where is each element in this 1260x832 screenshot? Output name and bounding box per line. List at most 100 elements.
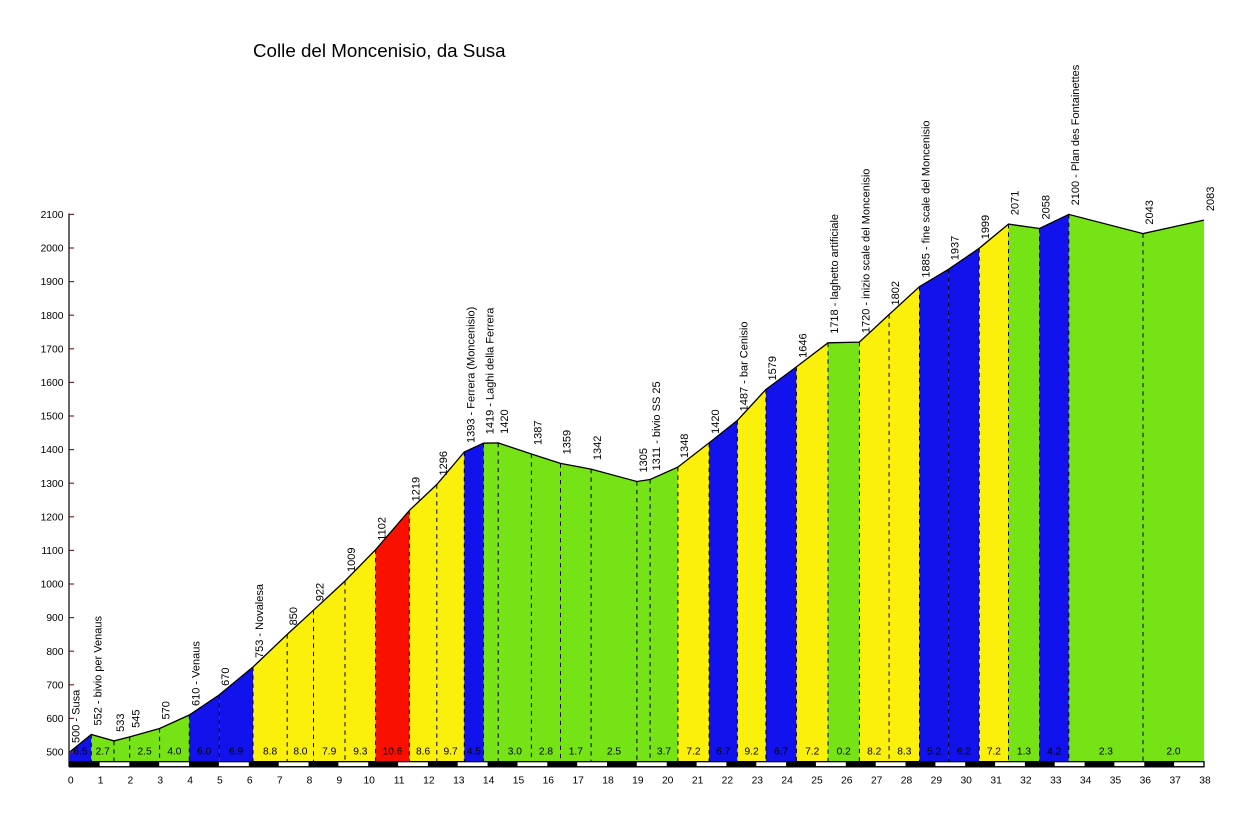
svg-text:1200: 1200 (41, 512, 64, 523)
svg-text:1.7: 1.7 (569, 747, 583, 758)
svg-text:37: 37 (1169, 776, 1181, 787)
svg-text:6.7: 6.7 (774, 747, 788, 758)
svg-text:1102: 1102 (377, 517, 389, 541)
svg-text:1420: 1420 (710, 409, 722, 433)
svg-text:1100: 1100 (41, 546, 63, 557)
svg-text:1420: 1420 (499, 409, 511, 433)
svg-text:1600: 1600 (41, 378, 64, 389)
svg-text:545: 545 (131, 710, 143, 728)
svg-text:11: 11 (394, 776, 405, 787)
svg-text:1009: 1009 (346, 548, 358, 572)
svg-text:3.7: 3.7 (657, 747, 671, 758)
svg-text:33: 33 (1050, 776, 1062, 787)
svg-text:600: 600 (46, 714, 63, 725)
svg-text:1219: 1219 (410, 477, 422, 501)
svg-text:18: 18 (602, 776, 614, 787)
svg-text:1999: 1999 (980, 215, 992, 239)
svg-text:1000: 1000 (41, 580, 64, 591)
svg-text:1393 - Ferrera (Moncenisio): 1393 - Ferrera (Moncenisio) (465, 307, 477, 443)
svg-text:2100: 2100 (41, 210, 64, 221)
svg-text:16: 16 (543, 776, 555, 787)
svg-text:570: 570 (161, 701, 173, 719)
svg-text:1311 - bivio SS 25: 1311 - bivio SS 25 (651, 381, 663, 470)
svg-text:2.5: 2.5 (607, 747, 621, 758)
svg-text:2000: 2000 (41, 244, 64, 255)
svg-text:2043: 2043 (1144, 200, 1156, 224)
svg-text:8.0: 8.0 (293, 747, 307, 758)
svg-text:1.3: 1.3 (1017, 747, 1031, 758)
svg-text:0.2: 0.2 (837, 747, 851, 758)
svg-text:22: 22 (722, 776, 734, 787)
svg-text:17: 17 (572, 776, 584, 787)
svg-text:1: 1 (98, 776, 104, 787)
svg-text:25: 25 (811, 776, 823, 787)
svg-text:1359: 1359 (562, 430, 574, 454)
svg-text:2083: 2083 (1205, 187, 1217, 211)
svg-text:8.6: 8.6 (416, 747, 430, 758)
svg-text:7: 7 (277, 776, 283, 787)
svg-text:8.2: 8.2 (867, 747, 881, 758)
svg-text:7.2: 7.2 (987, 747, 1001, 758)
svg-text:5.2: 5.2 (927, 747, 941, 758)
svg-text:12: 12 (423, 776, 435, 787)
svg-text:2058: 2058 (1041, 195, 1053, 219)
svg-text:9.2: 9.2 (745, 747, 759, 758)
svg-text:28: 28 (901, 776, 913, 787)
svg-text:5: 5 (217, 776, 223, 787)
svg-text:800: 800 (46, 647, 63, 658)
svg-text:20: 20 (662, 776, 674, 787)
svg-text:13: 13 (453, 776, 465, 787)
svg-text:552 - bivio per Venaus: 552 - bivio per Venaus (92, 616, 104, 726)
svg-text:0: 0 (68, 776, 74, 787)
svg-text:1718 - laghetto artificiale: 1718 - laghetto artificiale (829, 214, 841, 334)
svg-text:1646: 1646 (797, 333, 809, 357)
svg-text:38: 38 (1199, 776, 1211, 787)
svg-text:32: 32 (1020, 776, 1032, 787)
svg-text:2: 2 (128, 776, 134, 787)
svg-text:Colle del Moncenisio, da Susa: Colle del Moncenisio, da Susa (253, 40, 506, 61)
svg-text:19: 19 (632, 776, 644, 787)
svg-text:24: 24 (781, 776, 793, 787)
svg-text:1885 - fine scale del Moncenis: 1885 - fine scale del Moncenisio (921, 120, 933, 277)
svg-text:1296: 1296 (438, 451, 450, 475)
svg-text:14: 14 (483, 776, 495, 787)
svg-text:1937: 1937 (950, 236, 962, 260)
svg-text:6.5: 6.5 (73, 747, 87, 758)
svg-text:7.2: 7.2 (805, 747, 819, 758)
svg-text:670: 670 (220, 668, 232, 686)
svg-text:850: 850 (288, 607, 300, 625)
svg-text:35: 35 (1110, 776, 1122, 787)
svg-text:922: 922 (315, 583, 327, 601)
svg-text:9: 9 (337, 776, 343, 787)
svg-text:1387: 1387 (532, 421, 544, 445)
svg-text:9.3: 9.3 (353, 747, 367, 758)
svg-text:1400: 1400 (41, 445, 64, 456)
svg-text:1579: 1579 (767, 356, 779, 380)
svg-text:700: 700 (46, 680, 63, 691)
svg-text:3: 3 (157, 776, 163, 787)
svg-text:1305: 1305 (638, 448, 650, 472)
svg-text:10.6: 10.6 (383, 747, 403, 758)
svg-text:4.5: 4.5 (467, 747, 481, 758)
svg-text:8.8: 8.8 (263, 747, 277, 758)
svg-text:6: 6 (247, 776, 253, 787)
svg-text:30: 30 (960, 776, 972, 787)
svg-text:15: 15 (513, 776, 525, 787)
svg-text:753 - Novalesa: 753 - Novalesa (254, 583, 266, 658)
svg-text:10: 10 (363, 776, 375, 787)
svg-text:4: 4 (187, 776, 193, 787)
svg-text:2071: 2071 (1010, 191, 1022, 215)
svg-text:2.3: 2.3 (1099, 747, 1113, 758)
svg-text:7.2: 7.2 (686, 747, 700, 758)
svg-text:1802: 1802 (890, 281, 902, 305)
svg-text:4.0: 4.0 (167, 747, 181, 758)
svg-text:1700: 1700 (41, 344, 64, 355)
svg-text:4.2: 4.2 (1047, 747, 1061, 758)
svg-text:1348: 1348 (679, 434, 691, 458)
svg-text:1300: 1300 (41, 479, 64, 490)
svg-text:8.3: 8.3 (897, 747, 911, 758)
svg-text:2.8: 2.8 (539, 747, 553, 758)
svg-text:2100 - Plan des Fontainettes: 2100 - Plan des Fontainettes (1070, 64, 1082, 205)
svg-text:500 - Susa: 500 - Susa (71, 689, 83, 743)
svg-text:21: 21 (692, 776, 704, 787)
